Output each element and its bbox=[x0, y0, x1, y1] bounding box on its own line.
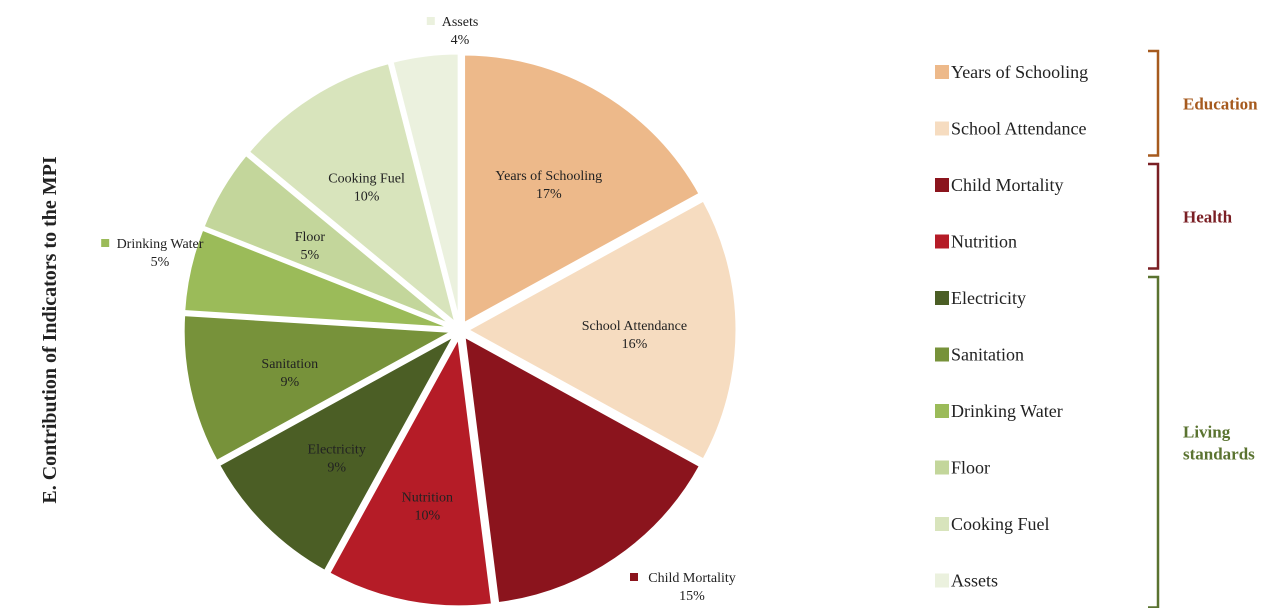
slice-label-value: 9% bbox=[327, 460, 346, 475]
legend-label-floor: Floor bbox=[951, 458, 990, 478]
slice-label-marker bbox=[101, 239, 110, 247]
legend-label-nutrition: Nutrition bbox=[951, 232, 1017, 252]
pie-slice-sanitation bbox=[181, 312, 459, 464]
slice-label-child-mortality: Child Mortality 15% bbox=[630, 571, 736, 604]
legend-swatch-floor bbox=[935, 460, 949, 475]
slice-label-name: School Attendance bbox=[582, 319, 687, 334]
slice-label-sanitation: Sanitation 9% bbox=[261, 357, 318, 390]
pie-slice-child-mortality bbox=[462, 333, 703, 606]
pie-slice-nutrition bbox=[326, 332, 495, 608]
slice-label-value: 17% bbox=[536, 187, 562, 202]
slice-label-name: Electricity bbox=[308, 442, 366, 457]
legend-group-living-standards: Electricity Sanitation Drinking Water Floor… bbox=[935, 275, 1255, 608]
legend-group-label: Living standards bbox=[1183, 422, 1255, 463]
legend-bracket-living-standards bbox=[1148, 275, 1160, 608]
legend-label-assets: Assets bbox=[951, 571, 998, 591]
legend: Years of Schooling School Attendance Educa… bbox=[935, 49, 1258, 608]
slice-label-value: 4% bbox=[451, 33, 470, 48]
legend-label-sanitation: Sanitation bbox=[951, 345, 1024, 365]
slice-label-value: 5% bbox=[301, 248, 320, 263]
slice-label-value: 10% bbox=[354, 190, 380, 205]
pie-slice-cooking-fuel bbox=[246, 60, 459, 329]
legend-bracket-education bbox=[1148, 49, 1160, 157]
slice-label-cooking-fuel: Cooking Fuel 10% bbox=[328, 172, 405, 205]
slice-label-assets: Assets 4% bbox=[426, 15, 479, 48]
slice-label-electricity: Electricity 9% bbox=[308, 442, 366, 475]
pie-slice-floor bbox=[200, 152, 455, 328]
legend-swatch-sanitation bbox=[935, 347, 949, 362]
pie-slice-labels: Years of Schooling 17% School Attendance 16… bbox=[101, 15, 736, 604]
slice-label-name: Nutrition bbox=[402, 490, 453, 505]
legend-label-cooking-fuel: Cooking Fuel bbox=[951, 514, 1050, 534]
slice-label-marker bbox=[426, 17, 435, 25]
slice-label-school-attendance: School Attendance 16% bbox=[582, 319, 687, 352]
slice-label-drinking-water: Drinking Water 5% bbox=[101, 237, 204, 270]
slice-label-nutrition: Nutrition 10% bbox=[402, 490, 453, 523]
slice-label-name: Drinking Water bbox=[117, 237, 204, 252]
legend-group-health: Child Mortality Nutrition Health bbox=[935, 162, 1233, 270]
slice-label-value: 16% bbox=[622, 337, 648, 352]
slice-label-name: Child Mortality bbox=[648, 571, 736, 586]
legend-swatch-cooking-fuel bbox=[935, 517, 949, 531]
legend-label-years-of-schooling: Years of Schooling bbox=[951, 62, 1088, 82]
slice-label-value: 9% bbox=[280, 375, 299, 390]
legend-bracket-health bbox=[1148, 162, 1160, 270]
legend-label-child-mortality: Child Mortality bbox=[951, 175, 1064, 195]
slice-label-name: Assets bbox=[442, 15, 479, 30]
slice-label-name: Cooking Fuel bbox=[328, 172, 405, 187]
slice-label-value: 10% bbox=[414, 508, 440, 523]
legend-swatch-electricity bbox=[935, 291, 949, 305]
pie-slice-drinking-water bbox=[182, 227, 454, 330]
slice-label-years-of-schooling: Years of Schooling 17% bbox=[495, 169, 602, 202]
chart-title: E. Contribution of Indicators to the MPI bbox=[39, 156, 61, 503]
pie-slice-assets bbox=[390, 51, 461, 324]
pie-slice-school-attendance bbox=[463, 197, 739, 463]
legend-swatch-school-attendance bbox=[935, 121, 949, 136]
slice-label-name: Sanitation bbox=[261, 357, 318, 372]
slice-label-name: Floor bbox=[295, 230, 326, 245]
legend-group-education: Years of Schooling School Attendance Educa… bbox=[935, 49, 1258, 157]
slice-label-value: 5% bbox=[151, 255, 170, 270]
slice-label-name: Years of Schooling bbox=[495, 169, 602, 184]
legend-swatch-drinking-water bbox=[935, 404, 949, 418]
legend-swatch-child-mortality bbox=[935, 178, 949, 192]
slice-label-value: 15% bbox=[679, 589, 705, 604]
pie-slices bbox=[181, 51, 739, 608]
legend-group-label: Health bbox=[1183, 207, 1233, 226]
legend-group-label: Education bbox=[1183, 94, 1258, 113]
slice-label-floor: Floor 5% bbox=[295, 230, 326, 263]
pie-slice-electricity bbox=[216, 331, 459, 574]
legend-swatch-assets bbox=[935, 573, 949, 588]
legend-label-drinking-water: Drinking Water bbox=[951, 401, 1063, 421]
legend-label-electricity: Electricity bbox=[951, 288, 1026, 308]
slice-label-marker bbox=[630, 573, 638, 581]
legend-swatch-years-of-schooling bbox=[935, 65, 949, 79]
pie-slice-years-of-schooling bbox=[462, 52, 703, 327]
legend-swatch-nutrition bbox=[935, 234, 949, 249]
legend-label-school-attendance: School Attendance bbox=[951, 119, 1086, 139]
